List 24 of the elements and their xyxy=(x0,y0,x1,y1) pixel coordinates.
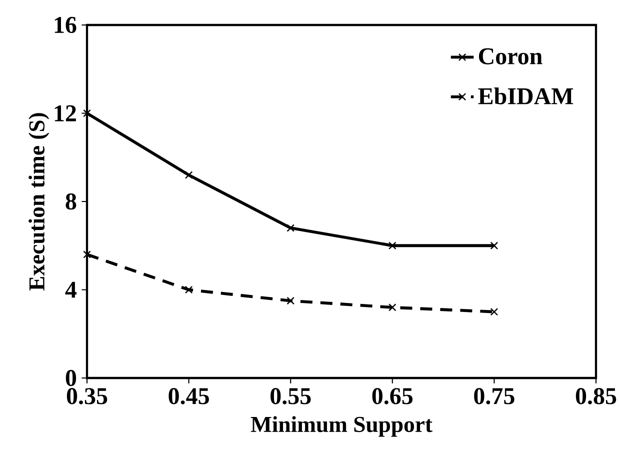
x-tick-label: 0.75 xyxy=(474,388,514,404)
point xyxy=(490,308,498,316)
legend-label: Coron xyxy=(478,48,542,64)
point xyxy=(490,242,498,250)
point xyxy=(388,242,396,250)
x-tick-label: 0.55 xyxy=(270,388,311,404)
legend-label: EbIDAM xyxy=(478,87,574,104)
point xyxy=(286,224,294,232)
y-axis-title: Execution time (S) xyxy=(28,113,50,290)
y-tick-label: 0 xyxy=(66,370,76,386)
y-tick-label: 12 xyxy=(54,105,76,122)
x-tick-label: 0.45 xyxy=(168,388,209,404)
point xyxy=(83,109,91,118)
y-tick-label: 16 xyxy=(54,16,76,34)
point xyxy=(83,250,91,258)
point xyxy=(184,286,193,294)
point xyxy=(388,304,396,312)
x-tick-label: 0.65 xyxy=(372,388,413,404)
x-axis-title: Minimum Support xyxy=(250,416,432,437)
x-tick-label: 0.35 xyxy=(66,388,108,404)
y-tick-label: 4 xyxy=(65,282,77,298)
x-tick-label: 0.85 xyxy=(576,388,616,404)
y-tick-label: 8 xyxy=(66,193,76,210)
point xyxy=(286,296,294,305)
